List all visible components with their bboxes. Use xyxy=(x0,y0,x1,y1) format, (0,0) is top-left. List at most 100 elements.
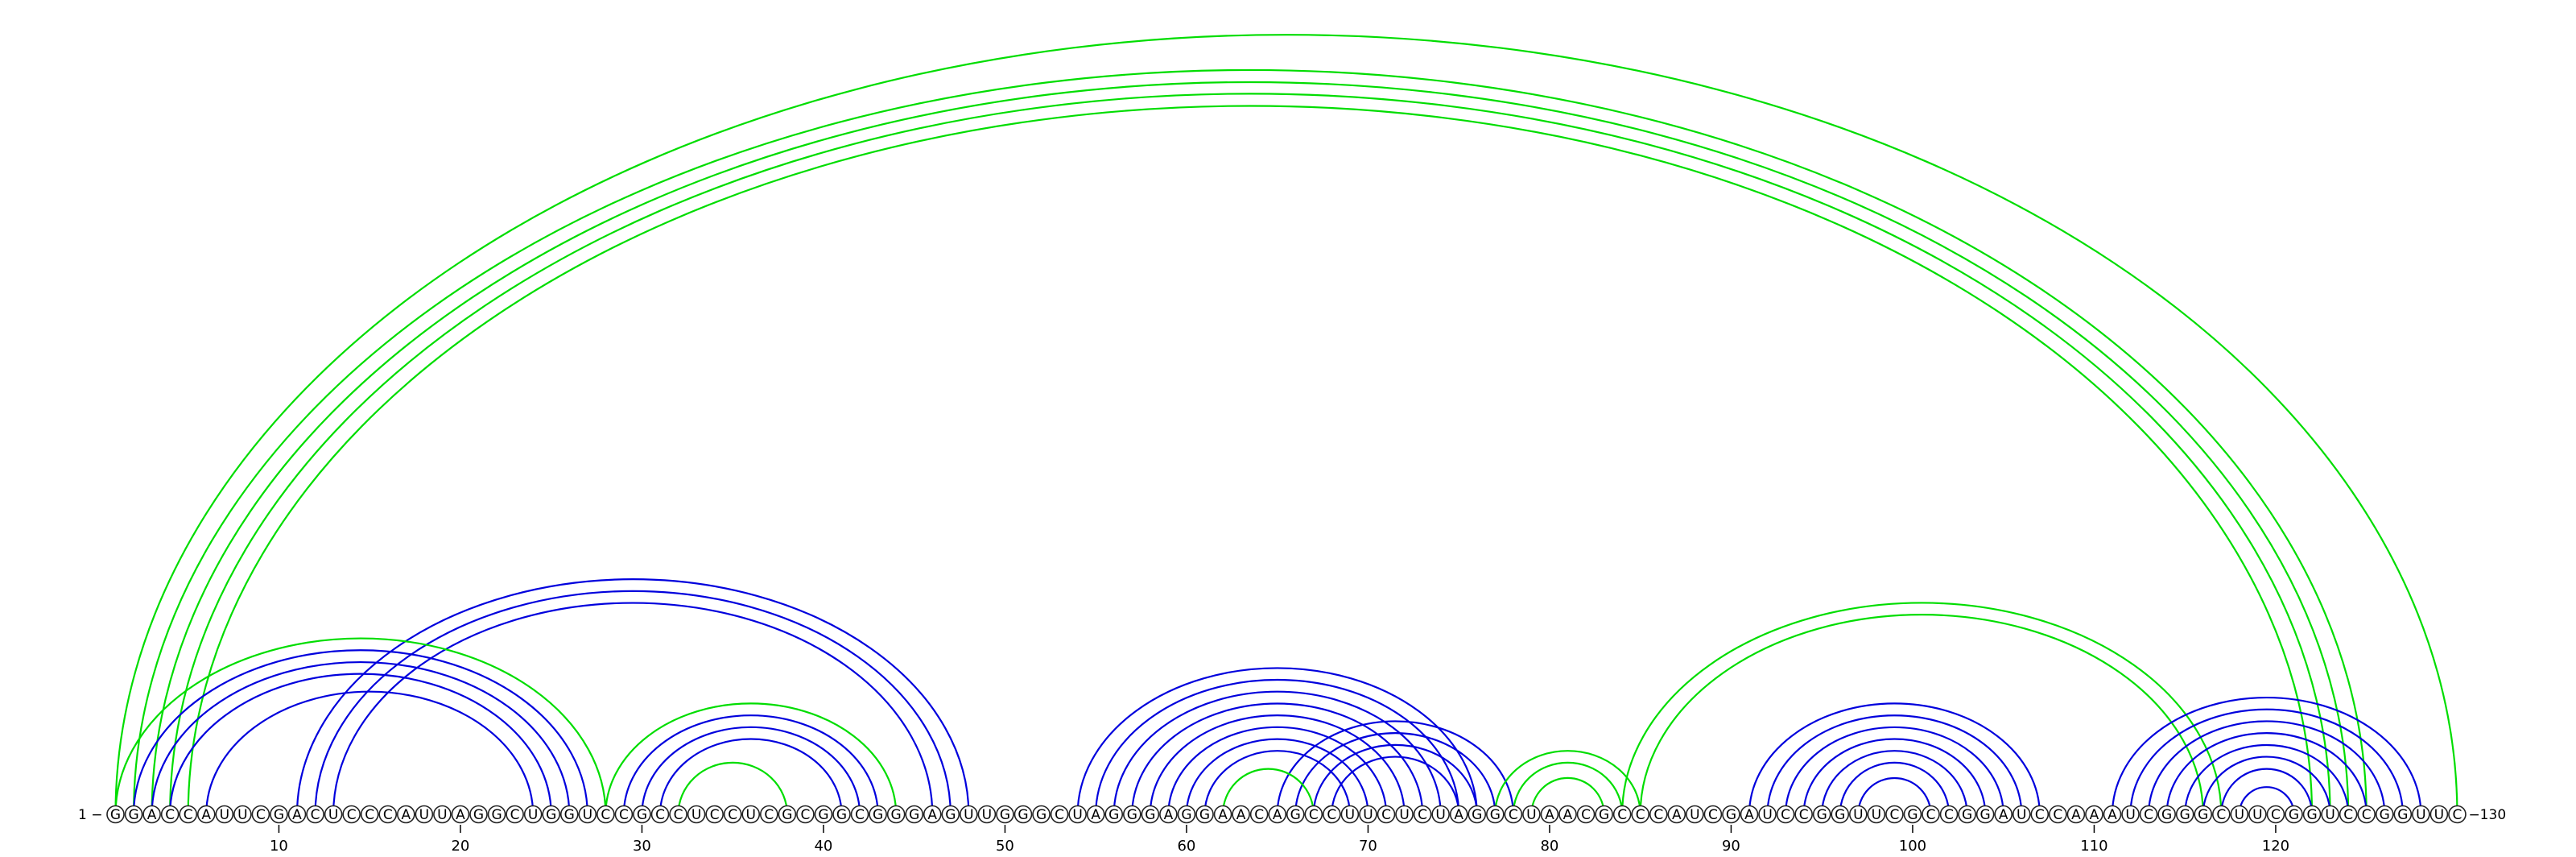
nucleotide-letter: G xyxy=(836,807,847,823)
nucleotide-circle xyxy=(578,805,597,824)
position-axis: 10 20 30 40 50 60 70 80 90 100 110 120 xyxy=(270,825,2289,855)
nucleotide-circle xyxy=(614,805,634,824)
nucleotide-letter: U xyxy=(691,807,701,823)
nucleotide-letter: C xyxy=(619,807,629,823)
nucleotide-circle xyxy=(1395,805,1414,824)
nucleotide-circle xyxy=(923,805,942,824)
nucleotide-circle xyxy=(306,805,324,824)
nucleotide-circle xyxy=(1413,805,1432,824)
nucleotide-circle xyxy=(233,805,252,824)
nucleotide-letter: C xyxy=(1636,807,1645,823)
base-pair-arc xyxy=(2129,708,2404,815)
nucleotide-circle xyxy=(1068,805,1087,824)
nucleotide-letter: C xyxy=(710,807,720,823)
nucleotide-circle xyxy=(1286,805,1305,824)
nucleotide-letter: C xyxy=(1381,807,1391,823)
nucleotide-letter: U xyxy=(1762,807,1772,823)
nucleotide-circle xyxy=(1449,805,1468,824)
nucleotide-letter: C xyxy=(2216,807,2226,823)
nucleotide-circle xyxy=(2321,805,2339,824)
nucleotide-circle xyxy=(1050,805,1069,824)
nucleotide-circle xyxy=(324,805,343,824)
nucleotide-letter: U xyxy=(1526,807,1536,823)
nucleotide-circle xyxy=(251,805,270,824)
nucleotide-circle xyxy=(2194,805,2213,824)
nucleotide-circle xyxy=(1522,805,1541,824)
nucleotide-letter: U xyxy=(1363,807,1373,823)
base-pair-arcs xyxy=(114,33,2458,815)
base-pair-arc xyxy=(1621,602,2223,815)
nucleotide-letter: G xyxy=(128,807,138,823)
nucleotide-circle xyxy=(1667,805,1686,824)
nucleotide-circle xyxy=(487,805,506,824)
nucleotide-letter: C xyxy=(1653,807,1663,823)
base-pair-arc xyxy=(1639,614,2204,815)
nucleotide-letter: A xyxy=(1563,807,1573,823)
nucleotide-letter: G xyxy=(945,807,956,823)
nucleotide-circle xyxy=(469,805,488,824)
nucleotide-circle xyxy=(1486,805,1505,824)
nucleotide-letter: A xyxy=(1744,807,1754,823)
nucleotide-letter: C xyxy=(2053,807,2062,823)
base-pair-arc xyxy=(295,578,970,815)
base-pair-arc xyxy=(2238,786,2295,815)
nucleotide-letter: U xyxy=(2325,807,2334,823)
nucleotide-circle xyxy=(2103,805,2122,824)
nucleotide-circle xyxy=(1431,805,1450,824)
base-pair-arc xyxy=(1331,756,1460,815)
nucleotide-letter: C xyxy=(1708,807,1718,823)
nucleotide-circle xyxy=(1377,805,1396,824)
nucleotide-circle xyxy=(1939,805,1959,824)
nucleotide-circle xyxy=(1504,805,1523,824)
nucleotide-letter: G xyxy=(1290,807,1301,823)
nucleotide-circle xyxy=(1776,805,1795,824)
nucleotide-letter: C xyxy=(601,807,610,823)
nucleotide-letter: C xyxy=(2343,807,2353,823)
base-pair-arc xyxy=(1294,732,1496,815)
nucleotide-letter: C xyxy=(1926,807,1936,823)
nucleotide-circle xyxy=(1812,805,1831,824)
base-pair-arc xyxy=(314,590,952,815)
nucleotide-letter: U xyxy=(964,807,973,823)
nucleotide-letter: G xyxy=(1018,807,1028,823)
nucleotide-circle xyxy=(1359,805,1377,824)
nucleotide-circle xyxy=(2375,805,2394,824)
nucleotide-circle xyxy=(687,805,706,824)
sequence-end-label: −130 xyxy=(2468,807,2506,823)
nucleotide-circle xyxy=(559,805,579,824)
nucleotide-circle xyxy=(1323,805,1341,824)
nucleotide-letter: A xyxy=(1672,807,1682,823)
nucleotide-letter: U xyxy=(528,807,538,823)
nucleotide-letter: A xyxy=(401,807,411,823)
nucleotide-letter: U xyxy=(1435,807,1445,823)
nucleotide-circle xyxy=(1213,805,1232,824)
nucleotide-letter: A xyxy=(201,807,211,823)
nucleotide-circle xyxy=(1159,805,1178,824)
nucleotide-circle xyxy=(796,805,815,824)
nucleotide-circle xyxy=(886,805,906,824)
nucleotide-circle xyxy=(142,805,161,824)
nucleotide-letter: U xyxy=(746,807,756,823)
tick-label: 110 xyxy=(2080,838,2107,855)
nucleotide-circle xyxy=(1631,805,1649,824)
nucleotide-circle xyxy=(741,805,761,824)
nucleotide-circle xyxy=(1686,805,1704,824)
nucleotide-circle xyxy=(814,805,833,824)
base-pair-arc xyxy=(169,93,2331,815)
nucleotide-circle xyxy=(1249,805,1269,824)
base-pair-arc xyxy=(332,602,934,815)
nucleotide-circle xyxy=(124,805,143,824)
nucleotide-letter: U xyxy=(237,807,247,823)
nucleotide-circle xyxy=(1849,805,1868,824)
nucleotide-letter: G xyxy=(818,807,828,823)
nucleotide-letter: C xyxy=(347,807,357,823)
nucleotide-circle xyxy=(2429,805,2449,824)
base-pair-arc xyxy=(1785,726,2004,815)
base-pair-arc xyxy=(1839,761,1951,815)
nucleotide-circle xyxy=(2248,805,2267,824)
nucleotide-circle xyxy=(1958,805,1976,824)
base-pair-arc xyxy=(114,33,2458,815)
nucleotide-circle xyxy=(1994,805,2013,824)
nucleotide-circle xyxy=(1104,805,1124,824)
